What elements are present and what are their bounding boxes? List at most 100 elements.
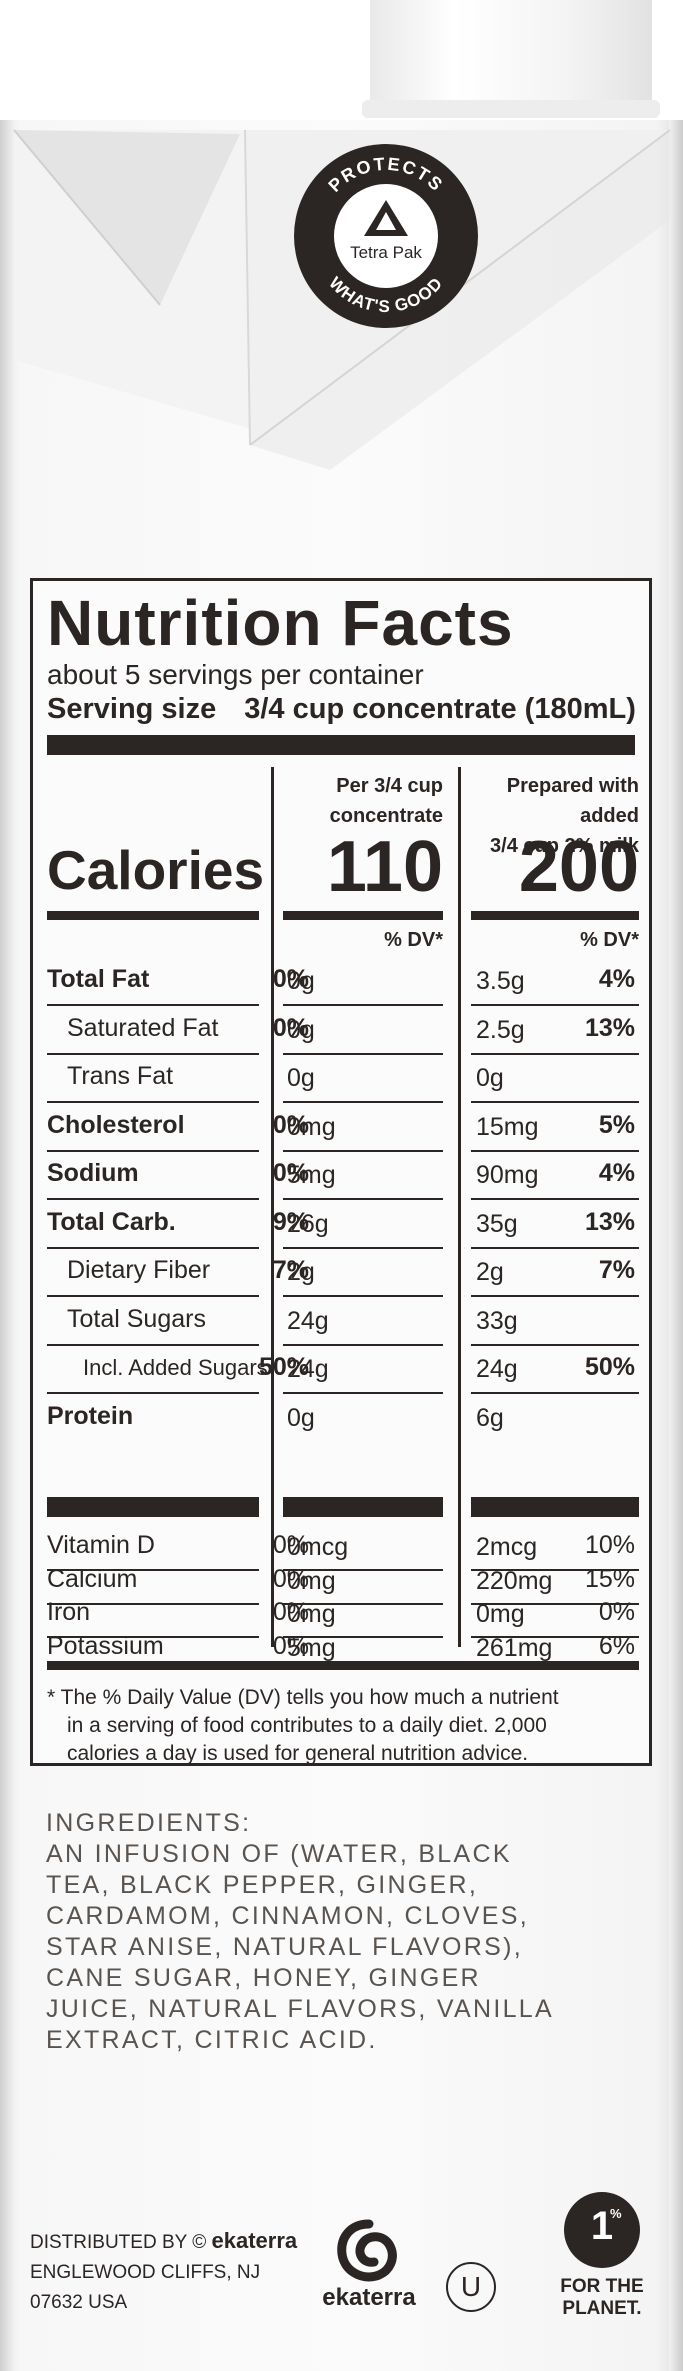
row-divider — [283, 1295, 443, 1297]
row-divider — [47, 1636, 259, 1638]
serving-size: Serving size 3/4 cup concentrate (180mL) — [47, 693, 636, 726]
nutrient-amount-col1: 0g — [287, 967, 315, 995]
vitamin-amount-col2: 2mcg — [476, 1533, 538, 1561]
calories-bar-3 — [471, 911, 639, 920]
column-divider-1 — [271, 767, 274, 1647]
servings-per-container: about 5 servings per container — [47, 659, 424, 690]
vitamin-amount-col2: 0mg — [476, 1600, 525, 1628]
carton-right-edge — [669, 120, 683, 2371]
vitamin-row: Vitamin D 0mcg 0% 2mcg 10% — [33, 1523, 649, 1571]
nutrition-title: Nutrition Facts — [47, 587, 514, 659]
ingredients-line: EXTRACT, CITRIC ACID. — [46, 2026, 378, 2054]
nutrient-amount-col2: 2g — [476, 1258, 504, 1286]
calories-col1: 110 — [326, 827, 443, 907]
row-divider — [283, 1101, 443, 1103]
row-divider — [47, 1198, 259, 1200]
vitamin-dv-col1: 0% — [272, 1631, 309, 1660]
ekaterra-wordmark: ekaterra — [322, 2284, 416, 2311]
row-divider — [471, 1052, 639, 1055]
row-divider — [47, 1004, 259, 1006]
row-divider — [283, 1602, 443, 1605]
nutrient-amount-col2: 24g — [476, 1355, 518, 1383]
nutrient-dv-col2: 13% — [584, 1013, 635, 1042]
ingredients-line: TEA, BLACK PEPPER, GINGER, — [46, 1871, 479, 1899]
vitamin-amount-col2: 220mg — [476, 1566, 553, 1595]
nutrient-dv-col2: 4% — [598, 965, 635, 993]
nutrient-name: Total Carb. — [47, 1207, 176, 1236]
nutrient-amount-col2: 15mg — [476, 1112, 539, 1141]
nutrient-name: Saturated Fat — [67, 1013, 219, 1042]
ingredients-block: INGREDIENTS: AN INFUSION OF (WATER, BLAC… — [46, 1808, 656, 2056]
row-divider — [471, 1569, 639, 1571]
row-divider — [47, 1343, 259, 1346]
nutrient-amount-col2: 33g — [476, 1306, 518, 1335]
nutrient-row: Total Carb. 26g 9% 35g 13% — [33, 1200, 649, 1248]
row-divider — [283, 1569, 443, 1571]
row-divider — [471, 1004, 639, 1006]
planet-line-2: PLANET. — [562, 2298, 642, 2319]
nutrient-name: Cholesterol — [47, 1110, 185, 1139]
row-divider — [471, 1636, 639, 1638]
nutrient-row: Dietary Fiber 2g 7% 2g 7% — [33, 1248, 649, 1296]
col2-header: Prepared with added 3/4 cup 2% milk — [471, 771, 639, 861]
dv-header-col2: % DV* — [580, 929, 639, 951]
nutrient-row: Trans Fat 0g 0g — [33, 1054, 649, 1102]
planet-line-1: FOR THE — [560, 2276, 644, 2297]
row-divider — [471, 1101, 639, 1103]
vitamin-amount-col1: 5mg — [287, 1633, 336, 1662]
col2-header-line2: 3/4 cup 2% milk — [490, 835, 639, 857]
nutrient-dv-col2: 4% — [598, 1159, 635, 1187]
vitamin-row: Calcium 0mg 0% 220mg 15% — [33, 1557, 649, 1605]
footnote-line-2: in a serving of food contributes to a da… — [67, 1714, 547, 1737]
nutrient-amount-col1: 26g — [287, 1209, 329, 1238]
nutrient-name: Incl. Added Sugars — [83, 1355, 268, 1380]
row-divider — [471, 1295, 639, 1297]
nutrient-row: Saturated Fat 0g 0% 2.5g 13% — [33, 1006, 649, 1054]
distributor-zip: 07632 USA — [30, 2292, 128, 2313]
one-percent-for-the-planet-logo: 1 % FOR THE PLANET. — [542, 2192, 662, 2332]
vitamin-bar-2 — [283, 1497, 443, 1517]
nutrient-row: Sodium 5mg 0% 90mg 4% — [33, 1151, 649, 1199]
row-divider — [283, 1392, 443, 1394]
vitamin-name: Iron — [47, 1598, 91, 1626]
serving-size-label: Serving size — [47, 693, 217, 725]
ingredients-line: AN INFUSION OF (WATER, BLACK — [46, 1840, 512, 1868]
dv-footnote: * The % Daily Value (DV) tells you how m… — [47, 1684, 637, 1768]
calories-bar-2 — [283, 911, 443, 920]
row-divider — [47, 1569, 259, 1571]
nutrient-amount-col2: 2.5g — [476, 1015, 525, 1044]
tetra-pak-seal-icon: PROTECTS WHAT'S GOOD Tetra Pak — [294, 144, 478, 328]
row-divider — [47, 1246, 259, 1249]
nutrient-dv-col1: 0% — [272, 1159, 309, 1187]
row-divider — [471, 1246, 639, 1249]
row-divider — [47, 1052, 259, 1055]
nutrient-dv-col1: 9% — [272, 1207, 309, 1236]
cap-ring — [362, 100, 660, 118]
nutrient-name: Total Fat — [47, 965, 150, 993]
nutrient-amount-col1: 5mg — [287, 1161, 336, 1189]
distributor-brand: ekaterra — [211, 2228, 298, 2253]
vitamin-amount-col1: 0mcg — [287, 1533, 349, 1561]
distributor-city: ENGLEWOOD CLIFFS, NJ — [30, 2262, 261, 2283]
nutrient-dv-col2: 13% — [584, 1207, 635, 1236]
col1-header-line1: Per 3/4 cup — [336, 775, 443, 797]
calories-label: Calories — [47, 839, 265, 901]
vitamin-bar-1 — [47, 1497, 259, 1517]
vitamin-row: Iron 0mg 0% 0mg 0% — [33, 1590, 649, 1638]
nutrient-dv-col2: 7% — [598, 1256, 635, 1284]
vitamin-name: Calcium — [47, 1564, 138, 1593]
row-divider — [283, 1246, 443, 1249]
vitamin-dv-col1: 0% — [272, 1531, 309, 1559]
planet-circle-icon: 1 % — [564, 2192, 640, 2268]
row-divider — [471, 1392, 639, 1394]
ingredients-line: STAR ANISE, NATURAL FLAVORS), — [46, 1933, 523, 1961]
col1-header-line2: concentrate — [329, 805, 443, 827]
row-divider — [283, 1343, 443, 1346]
nutrient-amount-col2: 0g — [476, 1064, 504, 1092]
nutrient-name: Sodium — [47, 1159, 139, 1187]
nutrient-name: Dietary Fiber — [67, 1256, 211, 1284]
distributor-prefix: DISTRIBUTED BY © — [30, 2232, 207, 2253]
nutrient-amount-col1: 0mg — [287, 1112, 336, 1141]
thick-divider — [47, 735, 635, 755]
row-divider — [47, 1101, 259, 1103]
